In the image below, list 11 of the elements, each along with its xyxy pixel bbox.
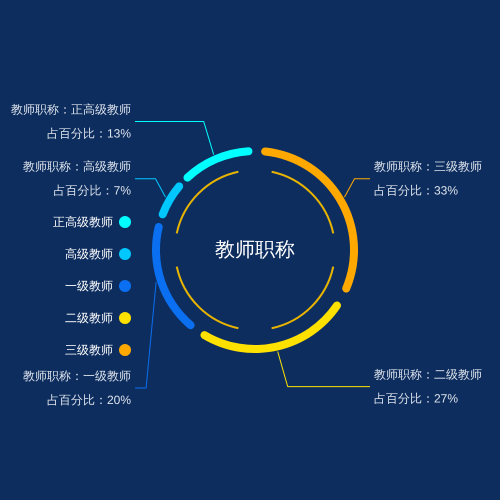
annotation: 教师职称：三级教师 [374,160,482,174]
title: 教师职称 [215,239,295,261]
annotation: 教师职称：正高级教师 [11,102,131,116]
annotation: 教师职称：二级教师 [374,368,482,382]
legend-label: 正高级教师 [53,215,113,229]
legend-label: 三级教师 [65,343,113,357]
legend-label: 一级教师 [65,279,113,293]
legend-label: 高级教师 [65,247,113,261]
legend-label: 二级教师 [65,311,113,325]
annotation: 教师职称：高级教师 [23,160,131,174]
annotation: 教师职称：一级教师 [23,369,131,383]
